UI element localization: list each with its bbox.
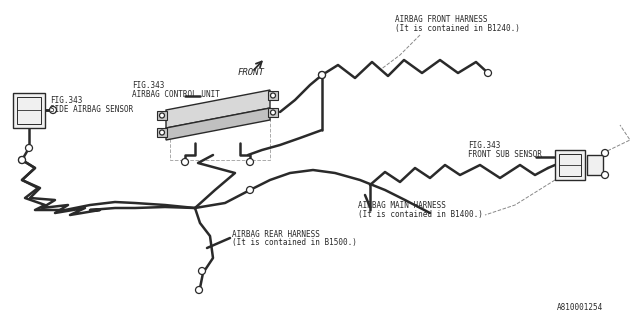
Text: A810001254: A810001254 bbox=[557, 303, 604, 312]
Text: AIRBAG MAIN HARNESS: AIRBAG MAIN HARNESS bbox=[358, 201, 446, 210]
Circle shape bbox=[198, 268, 205, 275]
Text: AIRBAG REAR HARNESS: AIRBAG REAR HARNESS bbox=[232, 230, 320, 239]
Circle shape bbox=[484, 69, 492, 76]
Text: SIDE AIRBAG SENSOR: SIDE AIRBAG SENSOR bbox=[50, 105, 133, 114]
Circle shape bbox=[19, 156, 26, 164]
Bar bbox=[17, 97, 41, 124]
Polygon shape bbox=[166, 108, 270, 140]
Text: FRONT SUB SENSOR: FRONT SUB SENSOR bbox=[468, 150, 542, 159]
Text: (It is contained in B1240.): (It is contained in B1240.) bbox=[395, 24, 520, 33]
Circle shape bbox=[159, 113, 164, 118]
Bar bbox=[157, 128, 167, 137]
Bar bbox=[170, 115, 270, 160]
Circle shape bbox=[182, 158, 189, 165]
Circle shape bbox=[319, 71, 326, 78]
Bar bbox=[13, 93, 45, 128]
Bar bbox=[157, 111, 167, 120]
Circle shape bbox=[246, 187, 253, 194]
Circle shape bbox=[271, 93, 275, 98]
Bar bbox=[587, 155, 603, 175]
Bar bbox=[268, 91, 278, 100]
Text: FIG.343: FIG.343 bbox=[50, 96, 83, 105]
Polygon shape bbox=[166, 90, 270, 128]
Text: (It is contained in B1400.): (It is contained in B1400.) bbox=[358, 210, 483, 219]
Text: FRONT: FRONT bbox=[238, 68, 265, 77]
Bar bbox=[268, 108, 278, 117]
Circle shape bbox=[271, 110, 275, 115]
Circle shape bbox=[19, 156, 26, 164]
Circle shape bbox=[602, 172, 609, 179]
Circle shape bbox=[195, 286, 202, 293]
Circle shape bbox=[602, 149, 609, 156]
Text: FIG.343: FIG.343 bbox=[132, 81, 164, 90]
Text: FIG.343: FIG.343 bbox=[468, 141, 500, 150]
Circle shape bbox=[26, 145, 33, 151]
Circle shape bbox=[159, 130, 164, 135]
Circle shape bbox=[246, 158, 253, 165]
Text: AIRBAG FRONT HARNESS: AIRBAG FRONT HARNESS bbox=[395, 15, 488, 24]
Circle shape bbox=[319, 71, 326, 78]
Text: AIRBAG CONTROL UNIT: AIRBAG CONTROL UNIT bbox=[132, 90, 220, 99]
Bar bbox=[559, 154, 581, 176]
Bar bbox=[555, 150, 585, 180]
Circle shape bbox=[49, 107, 56, 114]
Text: (It is contained in B1500.): (It is contained in B1500.) bbox=[232, 238, 357, 247]
